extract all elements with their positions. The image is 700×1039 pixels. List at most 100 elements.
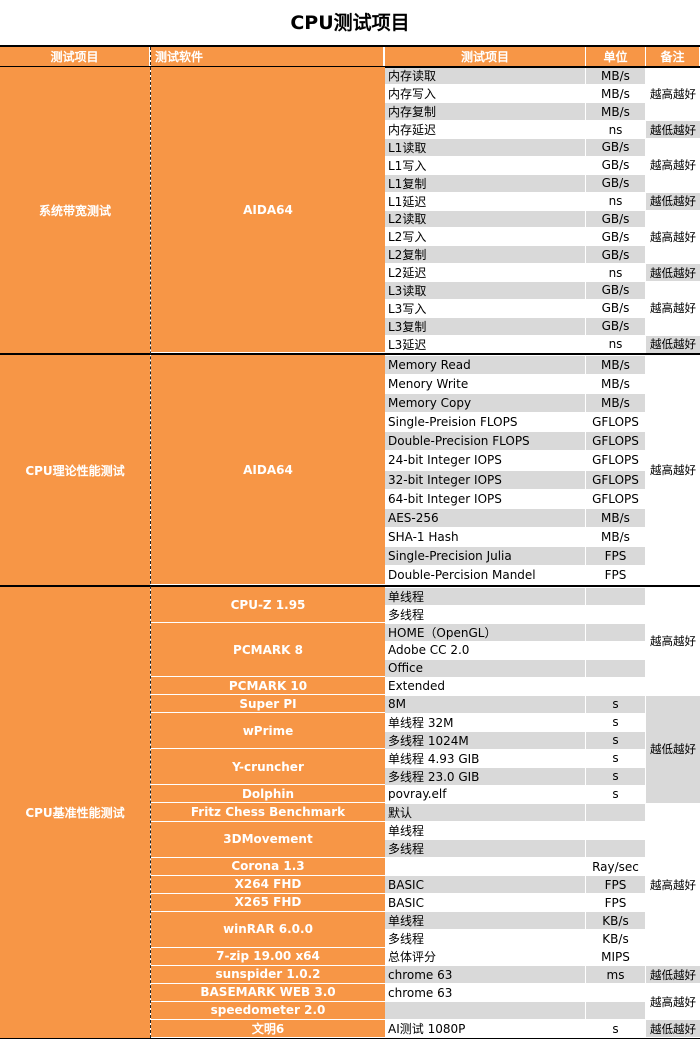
unit: GFLOPS (586, 432, 645, 451)
software-name: Dolphin (151, 785, 385, 804)
unit: GB/s (586, 282, 645, 299)
test-item (385, 858, 585, 876)
test-item: Double-Precision FLOPS (385, 432, 585, 451)
test-item: L1写入 (385, 156, 585, 174)
dashed-column-divider (150, 47, 151, 1038)
test-item: AI测试 1080P (385, 1020, 585, 1038)
test-item: 32-bit Integer IOPS (385, 470, 585, 489)
unit: MB/s (586, 355, 645, 374)
remark: 越高越好 (646, 803, 700, 966)
software-name: 文明6 (151, 1019, 385, 1038)
remark: 越低越好 (646, 121, 700, 138)
test-item: Single-Precision Julia (385, 547, 585, 566)
test-item: HOME（OpenGL） (385, 623, 585, 641)
test-item: Memory Copy (385, 393, 585, 412)
test-item: Single-Preision FLOPS (385, 413, 585, 432)
header-unit: 单位 (586, 47, 646, 66)
unit: FPS (586, 876, 645, 894)
remark: 越高越好 (646, 139, 700, 192)
test-item: L1复制 (385, 174, 585, 192)
software-name: 7-zip 19.00 x64 (151, 947, 385, 966)
unit (586, 803, 645, 821)
test-item: 多线程 1024M (385, 731, 585, 749)
remark: 越低越好 (646, 1020, 700, 1038)
software-name: BASEMARK WEB 3.0 (151, 983, 385, 1002)
remark: 越高越好 (646, 984, 700, 1020)
software-name: PCMARK 8 (151, 623, 385, 678)
header-test-category: 测试项目 (0, 47, 150, 66)
remark: 越低越好 (646, 335, 700, 353)
header-top-border (0, 45, 700, 47)
software-name: Y-cruncher (151, 749, 385, 786)
unit (586, 984, 645, 1002)
unit: s (586, 695, 645, 713)
software-name: X265 FHD (151, 893, 385, 912)
unit: GFLOPS (586, 413, 645, 432)
remark: 越低越好 (646, 695, 700, 803)
unit: FPS (586, 566, 645, 585)
unit: GB/s (586, 210, 645, 228)
unit: FPS (586, 547, 645, 566)
unit (586, 659, 645, 677)
unit: GFLOPS (586, 470, 645, 489)
test-item: Menory Write (385, 374, 585, 393)
remark: 越高越好 (646, 282, 700, 335)
unit: MB/s (586, 67, 645, 85)
test-item: 总体评分 (385, 948, 585, 966)
test-item: 64-bit Integer IOPS (385, 489, 585, 508)
test-item: L2写入 (385, 228, 585, 246)
unit (586, 605, 645, 623)
unit: ms (586, 966, 645, 984)
header-remark: 备注 (646, 47, 700, 66)
test-item: L1延迟 (385, 192, 585, 210)
remark: 越低越好 (646, 966, 700, 984)
unit: FPS (586, 894, 645, 912)
unit: s (586, 749, 645, 767)
unit: GFLOPS (586, 489, 645, 508)
software-name: Fritz Chess Benchmark (151, 803, 385, 822)
test-item: 8M (385, 695, 585, 713)
test-item: Double-Percision Mandel (385, 566, 585, 585)
test-item: 单线程 (385, 912, 585, 930)
test-item: 单线程 4.93 GIB (385, 749, 585, 767)
section-divider (0, 353, 700, 355)
software-name: AIDA64 (151, 355, 385, 585)
software-name: CPU-Z 1.95 (151, 587, 385, 624)
header-test-item: 测试项目 (385, 47, 586, 66)
unit (586, 587, 645, 605)
test-item: L3延迟 (385, 335, 585, 353)
unit (586, 677, 645, 695)
test-item: Memory Read (385, 355, 585, 374)
section-category: 系统带宽测试 (0, 67, 150, 353)
software-name: X264 FHD (151, 875, 385, 894)
unit: s (586, 731, 645, 749)
unit: GB/s (586, 228, 645, 246)
test-item (385, 1002, 585, 1020)
test-item: chrome 63 (385, 984, 585, 1002)
software-name: speedometer 2.0 (151, 1001, 385, 1020)
unit: Ray/sec (586, 858, 645, 876)
unit (586, 840, 645, 858)
section-divider (0, 585, 700, 587)
unit: MB/s (586, 374, 645, 393)
test-item: Office (385, 659, 585, 677)
unit (586, 641, 645, 659)
test-item: L3复制 (385, 317, 585, 335)
software-name: winRAR 6.0.0 (151, 911, 385, 948)
test-item: 多线程 (385, 840, 585, 858)
remark: 越高越好 (646, 355, 700, 585)
unit: s (586, 785, 645, 803)
remark: 越高越好 (646, 210, 700, 264)
header-bottom-border (0, 66, 700, 68)
software-name: Super PI (151, 695, 385, 714)
remark: 越低越好 (646, 192, 700, 210)
unit: MB/s (586, 103, 645, 121)
remark: 越低越好 (646, 264, 700, 281)
test-item: 内存延迟 (385, 121, 585, 138)
test-item: 内存复制 (385, 103, 585, 121)
software-name: sunspider 1.0.2 (151, 965, 385, 984)
unit: s (586, 713, 645, 731)
unit: MB/s (586, 508, 645, 527)
test-item: SHA-1 Hash (385, 528, 585, 547)
